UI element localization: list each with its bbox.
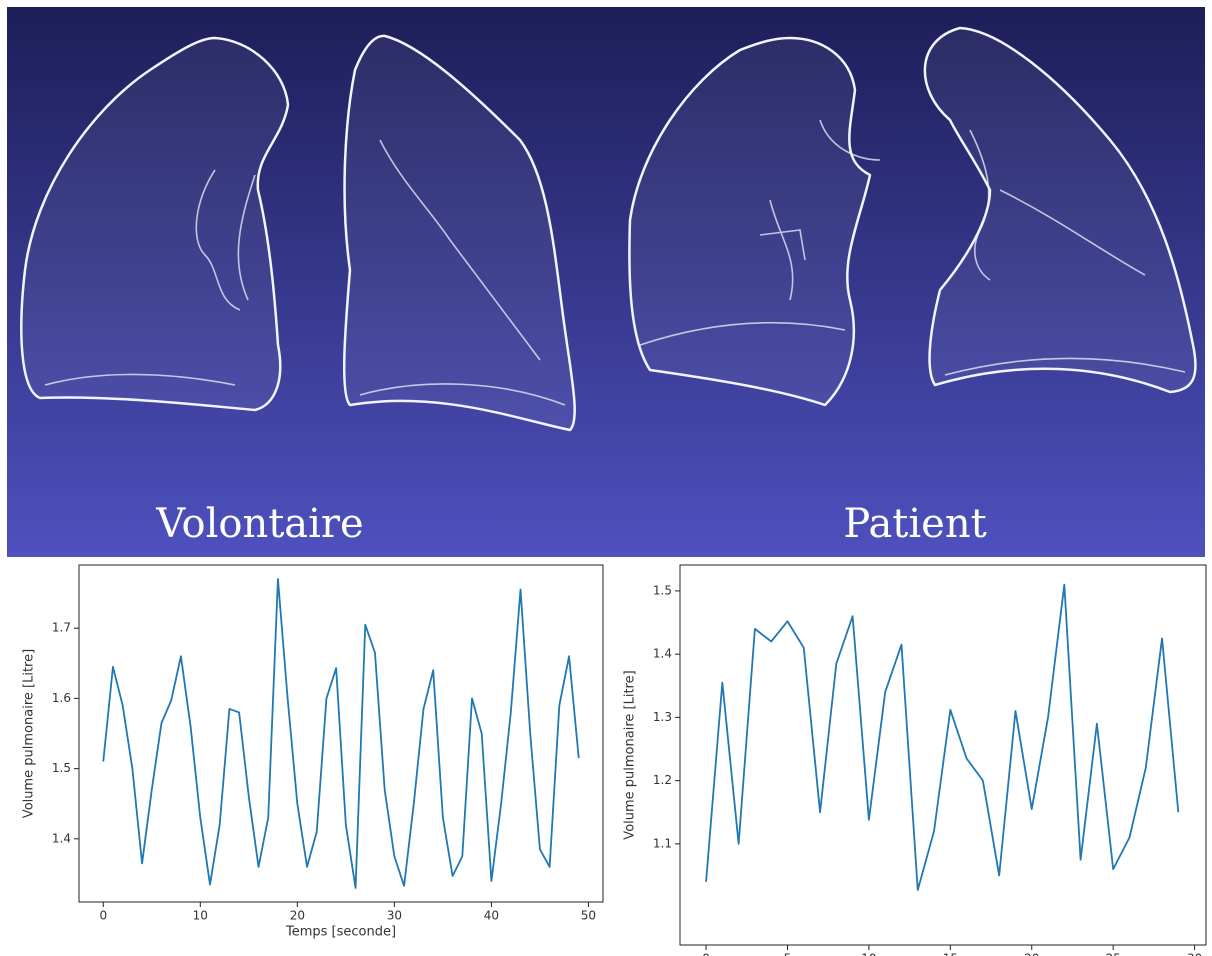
x-tick-label: 40 bbox=[484, 909, 499, 923]
lung bbox=[20, 36, 290, 412]
lung-renderings bbox=[20, 26, 1197, 432]
y-tick-label: 1.5 bbox=[653, 583, 672, 597]
x-tick-label: 5 bbox=[784, 952, 792, 956]
x-tick-label: 25 bbox=[1106, 952, 1121, 956]
y-tick-label: 1.5 bbox=[52, 761, 71, 775]
x-tick-label: 10 bbox=[861, 952, 876, 956]
data-line bbox=[102, 578, 580, 889]
lung bbox=[342, 34, 576, 432]
x-tick-label: 30 bbox=[1187, 952, 1202, 956]
x-tick-label: 0 bbox=[99, 909, 107, 923]
y-tick-label: 1.2 bbox=[653, 773, 672, 787]
lung-detail bbox=[639, 119, 881, 346]
y-tick-label: 1.6 bbox=[52, 691, 71, 705]
x-tick-label: 15 bbox=[943, 952, 958, 956]
x-axis-label: Temps [seconde] bbox=[285, 925, 396, 940]
x-tick-label: 30 bbox=[387, 909, 402, 923]
x-tick-label: 0 bbox=[702, 952, 710, 956]
lung bbox=[923, 26, 1197, 394]
y-tick-label: 1.1 bbox=[653, 836, 672, 850]
lung-detail bbox=[944, 129, 1186, 376]
y-axis-label: Volume pulmonaire [Litre] bbox=[623, 670, 638, 839]
data-line bbox=[705, 583, 1180, 891]
x-tick-label: 10 bbox=[193, 909, 208, 923]
y-tick-label: 1.4 bbox=[653, 647, 672, 661]
lung bbox=[628, 36, 872, 407]
lung-detail bbox=[359, 139, 566, 406]
plot-frame bbox=[679, 564, 1207, 946]
y-tick-label: 1.4 bbox=[52, 831, 71, 845]
x-tick-label: 20 bbox=[290, 909, 305, 923]
x-tick-label: 50 bbox=[581, 909, 596, 923]
render-background bbox=[7, 7, 1205, 557]
y-axis-label: Volume pulmonaire [Litre] bbox=[22, 649, 37, 818]
panel-title: Patient bbox=[843, 501, 986, 547]
lung-detail bbox=[44, 169, 256, 386]
y-tick-label: 1.3 bbox=[653, 710, 672, 724]
panel-title: Volontaire bbox=[155, 501, 363, 547]
x-tick-label: 20 bbox=[1024, 952, 1039, 956]
y-tick-label: 1.7 bbox=[52, 621, 71, 635]
